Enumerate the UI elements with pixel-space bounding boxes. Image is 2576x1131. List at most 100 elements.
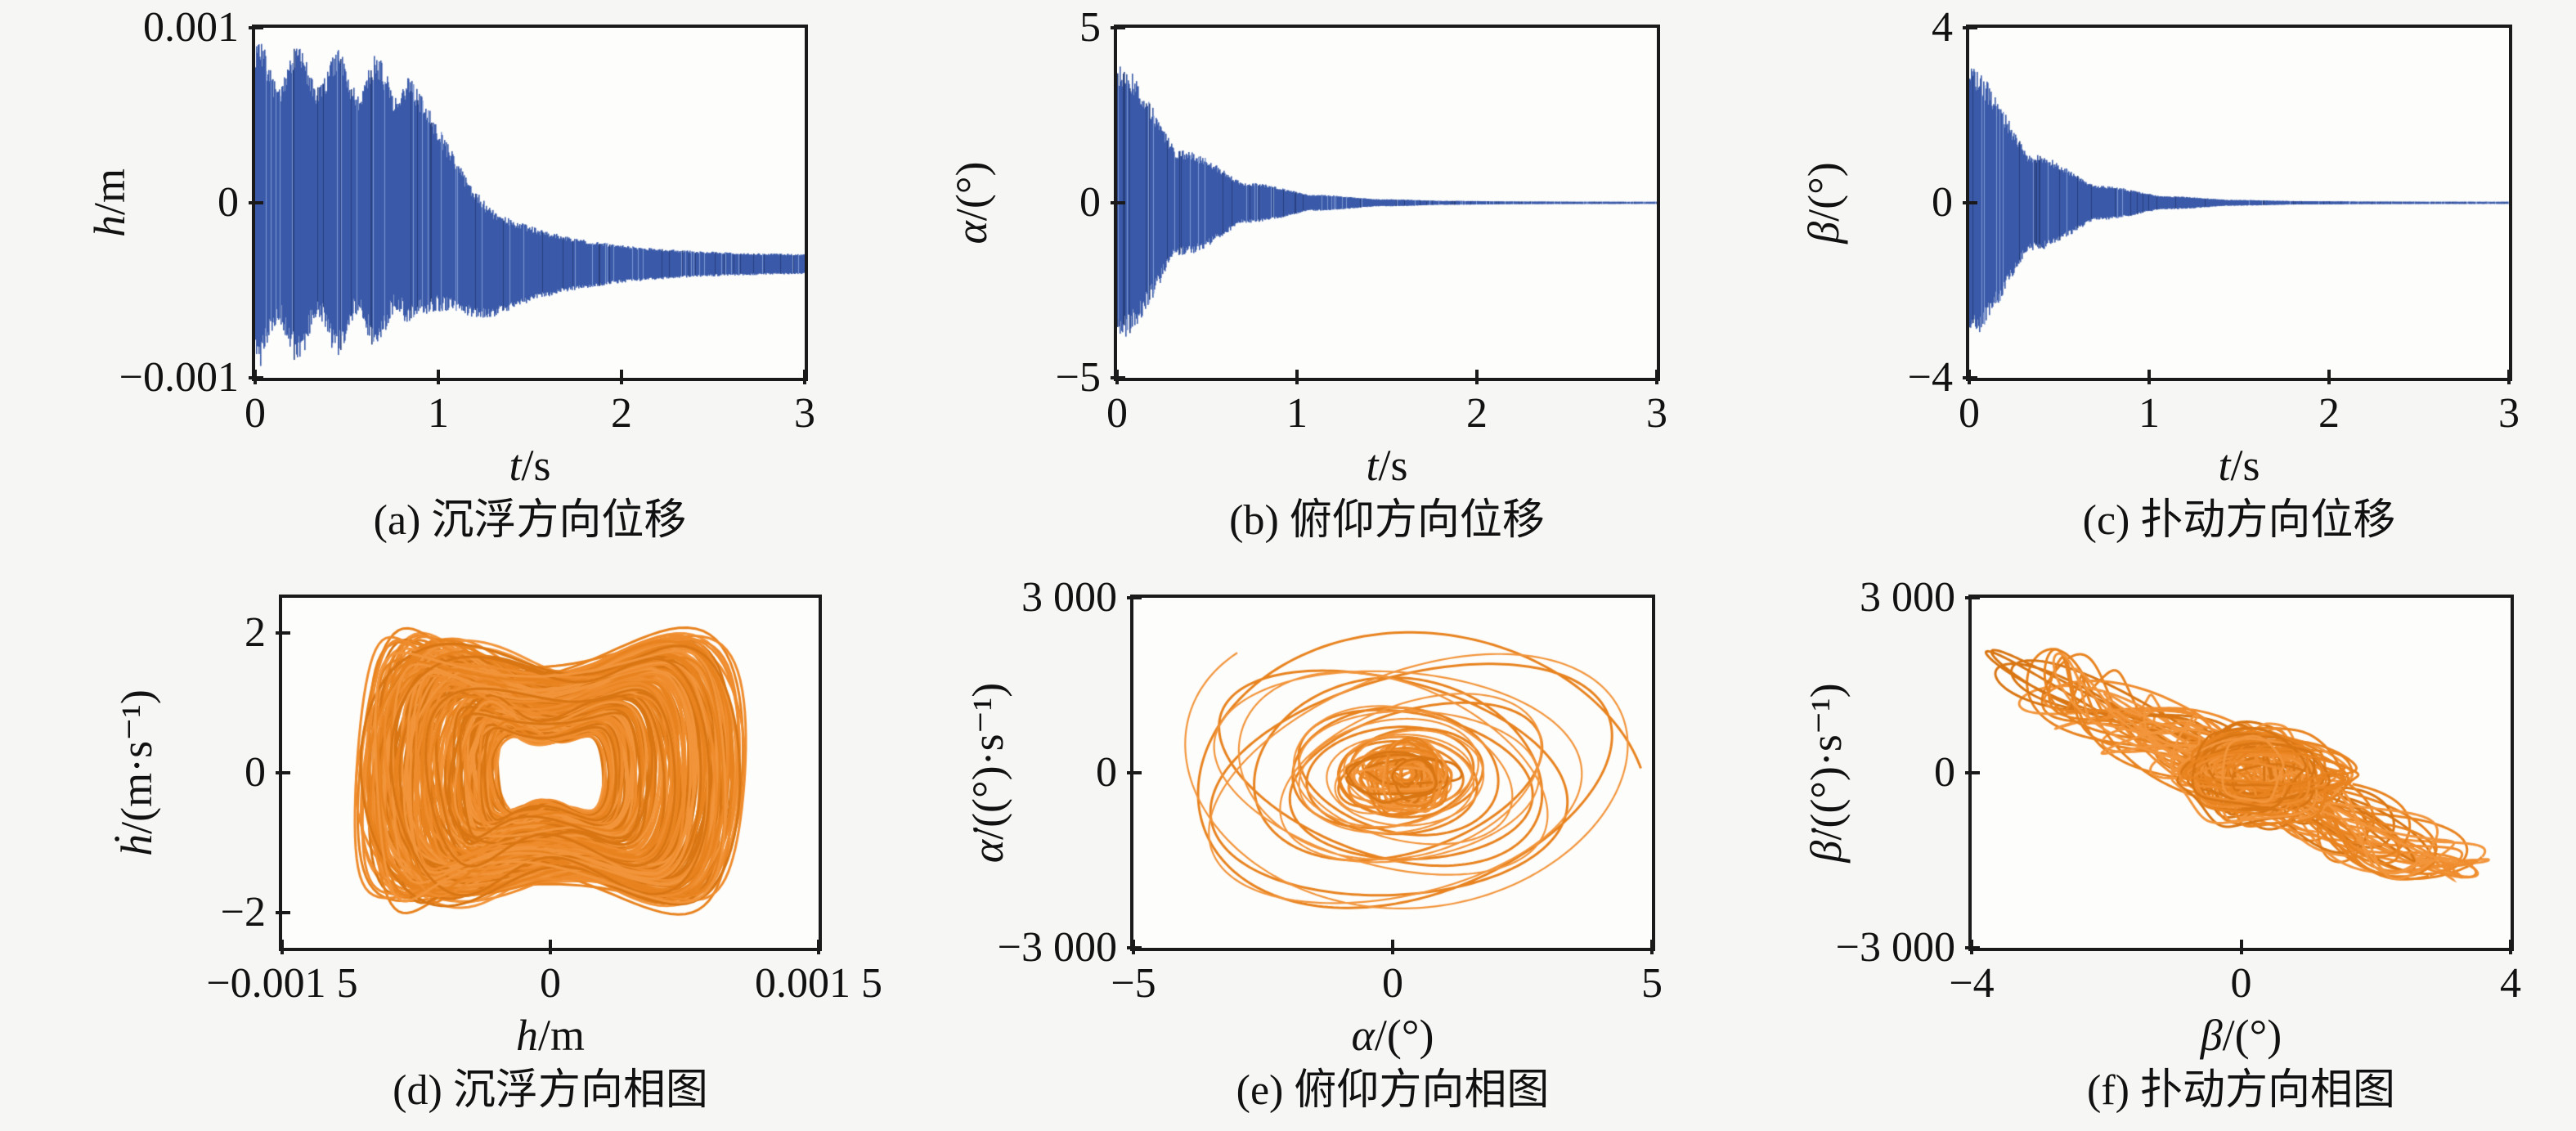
y-tick-label: −2 (220, 889, 266, 936)
y-axis-label-f: β̇/((°)·s⁻¹) (1802, 683, 1851, 863)
y-tick-mark (1963, 26, 1977, 29)
x-axis-unit: /(°) (1374, 1011, 1434, 1060)
x-tick-mark (1650, 940, 1654, 954)
x-tick-label: 0 (245, 390, 266, 437)
plot-area-f: β̇/((°)·s⁻¹) β/(°) (f) 扑动方向相图 −4 0 4 3 000 0… (1802, 577, 2521, 1115)
y-axis-variable: h (85, 215, 134, 238)
y-tick-label: 0 (1934, 749, 1955, 796)
y-axis-unit: /(°) (947, 161, 996, 222)
y-tick-mark (276, 631, 290, 635)
x-axis-label-a: t/s (509, 443, 550, 487)
y-axis-label-b: α/(°) (947, 161, 996, 245)
x-axis-variable: t (1366, 441, 1379, 490)
plot-area-a: h/m t/s (a) 沉浮方向位移 0 1 2 3 0.001 0 −0.001 (85, 7, 815, 545)
x-axis-label-f: β/(°) (2201, 1013, 2282, 1057)
y-tick-label: −4 (1907, 354, 1953, 401)
y-tick-label: 0 (1932, 179, 1953, 226)
x-tick-label: 0 (540, 960, 561, 1007)
y-axis-label-d: ḣ/(m·s⁻¹) (112, 689, 161, 856)
x-tick-mark (2147, 370, 2151, 384)
x-axis-label-e: α/(°) (1352, 1013, 1434, 1057)
y-tick-label: 0 (1096, 749, 1117, 796)
y-tick-label: 0 (1079, 179, 1101, 226)
y-tick-mark (1965, 596, 1980, 599)
x-tick-mark (549, 940, 552, 954)
x-axis-variable: β (2200, 1011, 2223, 1060)
x-tick-label: 2 (1466, 390, 1488, 437)
plot-area-b: α/(°) t/s (b) 俯仰方向位移 0 1 2 3 5 0 −5 (947, 7, 1667, 545)
y-tick-label: −3 000 (1835, 924, 1955, 971)
y-tick-mark (1127, 946, 1142, 949)
x-tick-label: 5 (1641, 960, 1663, 1007)
y-axis-variable: α (947, 221, 996, 245)
plot-area-d: ḣ/(m·s⁻¹) h/m (d) 沉浮方向相图 −0.001 5 0 0.001 … (112, 595, 882, 1114)
subplot-caption-a: (a) 沉浮方向位移 (373, 497, 687, 544)
y-axis-unit: /(°) (1799, 162, 1848, 222)
x-axis-variable: h (515, 1011, 538, 1060)
y-tick-mark (249, 26, 263, 29)
y-tick-mark (1111, 201, 1125, 204)
x-tick-label: 0 (1382, 960, 1403, 1007)
x-tick-label: 2 (2318, 390, 2340, 437)
plot-canvas-a (255, 28, 805, 378)
y-tick-label: 3 000 (1860, 574, 1955, 621)
subplot-caption-c: (c) 扑动方向位移 (2082, 497, 2396, 544)
x-tick-label: −0.001 5 (206, 960, 358, 1007)
plot-canvas-f (1972, 598, 2511, 948)
y-axis-label-a: h/m (85, 168, 134, 238)
y-axis-unit: /((°)·s⁻¹) (963, 682, 1012, 840)
y-tick-mark (1963, 201, 1977, 204)
y-axis-variable: ḣ (112, 833, 161, 856)
x-tick-mark (1391, 940, 1394, 954)
plot-area-c: β/(°) t/s (c) 扑动方向位移 0 1 2 3 4 0 −4 (1799, 7, 2520, 545)
x-tick-mark (803, 370, 806, 384)
x-tick-label: 3 (1646, 390, 1667, 437)
y-tick-mark (1963, 376, 1977, 379)
x-tick-mark (2327, 370, 2331, 384)
x-tick-label: 3 (794, 390, 815, 437)
y-axis-label-c: β/(°) (1799, 162, 1848, 243)
plot-canvas-d (282, 598, 819, 948)
x-tick-mark (1655, 370, 1658, 384)
y-axis-unit: /m (85, 168, 134, 216)
subplot-caption-d: (d) 沉浮方向相图 (393, 1067, 708, 1114)
y-tick-label: −3 000 (997, 924, 1117, 971)
plot-area-e: α̇/((°)·s⁻¹) α/(°) (e) 俯仰方向相图 −5 0 5 3 000 0… (963, 577, 1663, 1115)
x-axis-unit: /(°) (2222, 1011, 2282, 1060)
x-tick-label: 4 (2500, 960, 2521, 1007)
y-tick-mark (276, 911, 290, 915)
y-tick-mark (1127, 596, 1142, 599)
x-tick-mark (2239, 940, 2243, 954)
x-tick-label: 0.001 5 (755, 960, 882, 1007)
y-axis-variable: α̇ (963, 839, 1012, 864)
x-tick-label: 0 (1106, 390, 1128, 437)
x-axis-variable: α (1351, 1011, 1375, 1060)
x-axis-label-b: t/s (1366, 443, 1407, 487)
y-tick-mark (1111, 376, 1125, 379)
y-tick-label: 3 000 (1021, 574, 1117, 621)
y-tick-label: 0.001 (143, 4, 239, 51)
x-tick-label: 1 (2138, 390, 2160, 437)
x-tick-mark (620, 370, 623, 384)
x-tick-label: 3 (2498, 390, 2520, 437)
plot-canvas-b (1117, 28, 1657, 378)
x-tick-mark (437, 370, 440, 384)
x-tick-label: 1 (428, 390, 449, 437)
x-tick-mark (817, 940, 820, 954)
y-tick-label: 2 (245, 608, 266, 656)
y-axis-label-e: α̇/((°)·s⁻¹) (963, 682, 1012, 864)
y-axis-unit: /(m·s⁻¹) (112, 689, 161, 834)
x-tick-mark (1475, 370, 1479, 384)
y-axis-variable: β̇ (1802, 840, 1851, 863)
y-axis-unit: /((°)·s⁻¹) (1802, 683, 1851, 841)
x-axis-label-c: t/s (2218, 443, 2260, 487)
x-axis-variable: t (2218, 441, 2231, 490)
x-tick-mark (1295, 370, 1299, 384)
x-axis-label-d: h/m (516, 1013, 585, 1057)
subplot-caption-e: (e) 俯仰方向相图 (1236, 1067, 1550, 1114)
x-tick-mark (280, 940, 284, 954)
y-tick-mark (249, 376, 263, 379)
y-tick-mark (249, 201, 263, 204)
x-tick-label: −5 (1111, 960, 1156, 1007)
